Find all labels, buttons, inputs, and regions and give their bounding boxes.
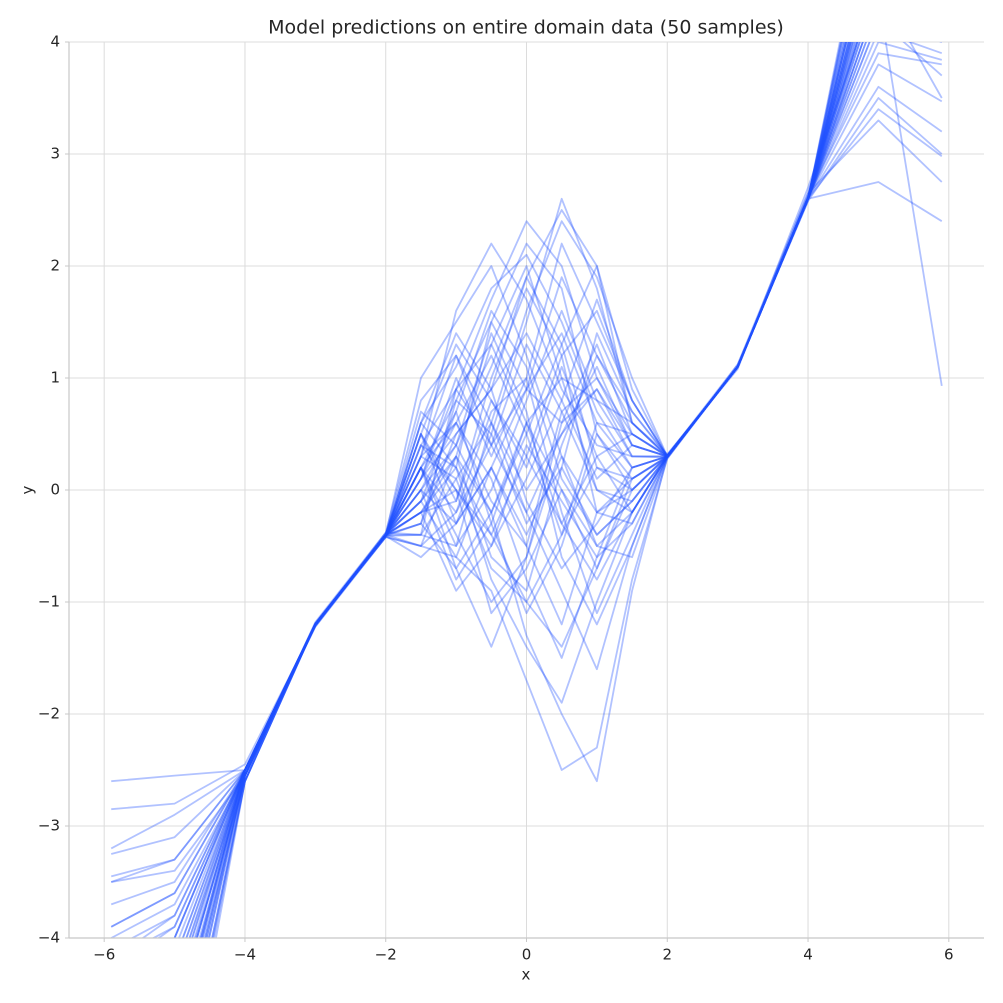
sample-line [212,42,842,938]
x-tick-label: 2 [662,946,672,964]
y-tick-label: −1 [38,593,60,611]
sample-line [196,42,852,938]
sample-line [173,42,864,938]
y-tick-label: −2 [38,705,60,723]
x-tick-label: 4 [803,946,813,964]
sample-line [110,63,943,878]
sample-line [213,42,841,938]
sample-line [200,42,851,938]
sample-line [215,42,842,938]
sample-line [185,42,858,938]
sample-line [201,42,847,938]
sample-line [204,42,847,938]
sample-line [196,42,852,938]
sample-line [201,42,850,938]
sample-line [211,42,843,938]
x-tick-label: −6 [93,946,115,964]
sample-line [110,42,943,928]
sample-line [194,42,942,938]
sample-line [191,42,859,938]
sample-line [205,42,847,938]
sample-line [205,42,849,938]
sample-line [110,108,943,928]
sample-line [157,42,867,938]
sample-line [185,42,859,938]
y-tick-label: 1 [50,369,60,387]
sample-line [110,42,943,883]
plot-lines [110,42,943,938]
sample-line [110,42,943,938]
sample-line [188,42,856,938]
sample-line [110,97,943,906]
grid [69,41,984,939]
sample-line [198,42,849,938]
sample-line [173,42,856,938]
sample-line [110,119,943,850]
sample-line [111,42,943,883]
sample-line [193,42,854,938]
sample-line [130,42,942,938]
y-tick-label: 3 [50,145,60,163]
sample-line [151,42,943,938]
sample-line [111,181,943,783]
sample-line [178,42,861,938]
x-tick-label: −2 [375,946,397,964]
sample-line [206,42,846,938]
sample-line [181,42,859,938]
sample-line [208,42,846,938]
sample-line [188,42,852,938]
y-tick-label: 4 [50,33,60,51]
y-tick-label: −3 [38,817,60,835]
y-axis-label: y [19,485,37,494]
sample-line [200,42,851,938]
sample-line [204,42,847,938]
x-tick-label: −4 [234,946,256,964]
sample-line [196,42,852,938]
sample-line [141,42,867,938]
y-tick-label: −4 [38,929,60,947]
x-tick-label: 6 [944,946,954,964]
sample-line [211,42,843,938]
sample-line [208,42,845,938]
y-tick-label: 2 [50,257,60,275]
x-tick-label: 0 [522,946,532,964]
sample-line [110,85,943,855]
sample-line [173,42,864,938]
x-axis-label: x [522,966,531,984]
y-tick-label: 0 [50,481,60,499]
sample-line [181,42,861,938]
sample-line [200,42,851,938]
sample-line [191,42,854,938]
sample-line [111,52,942,811]
chart-title: Model predictions on entire domain data … [268,17,784,39]
